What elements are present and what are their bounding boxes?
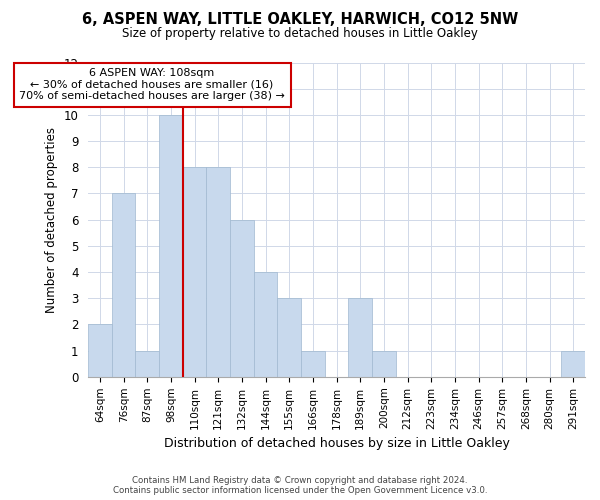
Y-axis label: Number of detached properties: Number of detached properties — [45, 126, 58, 312]
X-axis label: Distribution of detached houses by size in Little Oakley: Distribution of detached houses by size … — [164, 437, 509, 450]
Bar — [254, 272, 277, 377]
Bar — [562, 350, 585, 377]
Bar — [349, 298, 372, 377]
Bar — [159, 115, 183, 377]
Bar — [230, 220, 254, 377]
Bar — [136, 350, 159, 377]
Text: Contains HM Land Registry data © Crown copyright and database right 2024.
Contai: Contains HM Land Registry data © Crown c… — [113, 476, 487, 495]
Text: Size of property relative to detached houses in Little Oakley: Size of property relative to detached ho… — [122, 28, 478, 40]
Bar — [372, 350, 396, 377]
Text: 6, ASPEN WAY, LITTLE OAKLEY, HARWICH, CO12 5NW: 6, ASPEN WAY, LITTLE OAKLEY, HARWICH, CO… — [82, 12, 518, 28]
Bar — [206, 168, 230, 377]
Bar — [301, 350, 325, 377]
Bar — [183, 168, 206, 377]
Text: 6 ASPEN WAY: 108sqm
← 30% of detached houses are smaller (16)
70% of semi-detach: 6 ASPEN WAY: 108sqm ← 30% of detached ho… — [19, 68, 285, 102]
Bar — [277, 298, 301, 377]
Bar — [88, 324, 112, 377]
Bar — [112, 194, 136, 377]
